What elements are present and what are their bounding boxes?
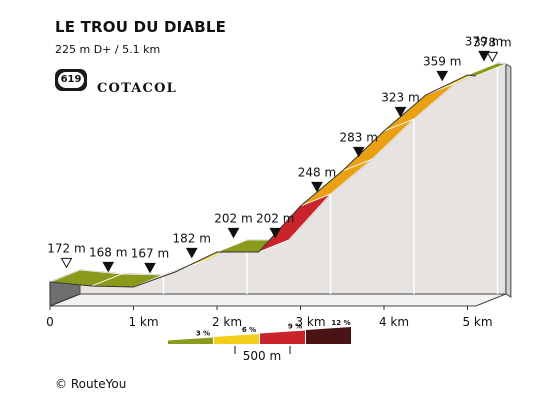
legend-label: 3 % — [196, 330, 210, 338]
elevation-label: 168 m — [89, 245, 127, 259]
elevation-marker — [144, 262, 156, 274]
elevation-label: 182 m — [173, 231, 211, 245]
elevation-marker — [269, 227, 282, 239]
x-tick-label: 5 km — [462, 315, 492, 329]
x-tick-label: 0 — [46, 315, 54, 329]
elevation-marker — [102, 261, 115, 273]
elevation-marker — [185, 247, 198, 259]
legend-label: 12 % — [331, 319, 350, 327]
profile-end-face — [505, 63, 512, 298]
cotacol-badge: 619 — [55, 69, 87, 91]
climb-stats: 225 m D+ / 5.1 km — [55, 43, 161, 56]
routeyou-credit: © RouteYou — [55, 377, 127, 391]
x-tick-label: 2 km — [212, 315, 242, 329]
elevation-label: 248 m — [298, 165, 336, 179]
profile-base — [49, 293, 507, 307]
elevation-marker — [352, 146, 365, 158]
legend-swatch — [306, 327, 351, 344]
elevation-label: 378 m — [473, 35, 511, 49]
elevation-marker — [486, 51, 499, 63]
elevation-marker — [394, 106, 407, 118]
cotacol-number: 619 — [58, 72, 84, 88]
legend-scale-label: 500 m — [243, 349, 281, 363]
elevation-marker — [60, 257, 73, 269]
elevation-label: 283 m — [340, 130, 378, 144]
elevation-label: 202 m — [214, 211, 252, 225]
elevation-marker — [478, 50, 490, 62]
elevation-marker — [311, 181, 323, 193]
elevation-label: 167 m — [131, 246, 169, 260]
legend-label: 6 % — [242, 326, 256, 334]
legend-swatch — [214, 334, 259, 344]
elevation-label: 379 m — [465, 34, 503, 48]
cotacol-logo-text: COTACOL — [97, 81, 177, 96]
elevation-label: 359 m — [423, 54, 461, 68]
climb-title: LE TROU DU DIABLE — [55, 18, 227, 36]
elevation-marker — [227, 227, 240, 239]
elevation-label: 172 m — [47, 241, 85, 255]
x-tick-label: 1 km — [128, 315, 158, 329]
elevation-label: 202 m — [256, 211, 294, 225]
legend-swatch — [168, 337, 213, 344]
x-tick-label: 4 km — [379, 315, 409, 329]
legend-label: 9 % — [288, 323, 302, 331]
elevation-marker — [436, 70, 449, 82]
x-tick-label: 3 km — [295, 315, 325, 329]
legend-swatch — [260, 330, 305, 344]
elevation-label: 323 m — [381, 90, 419, 104]
